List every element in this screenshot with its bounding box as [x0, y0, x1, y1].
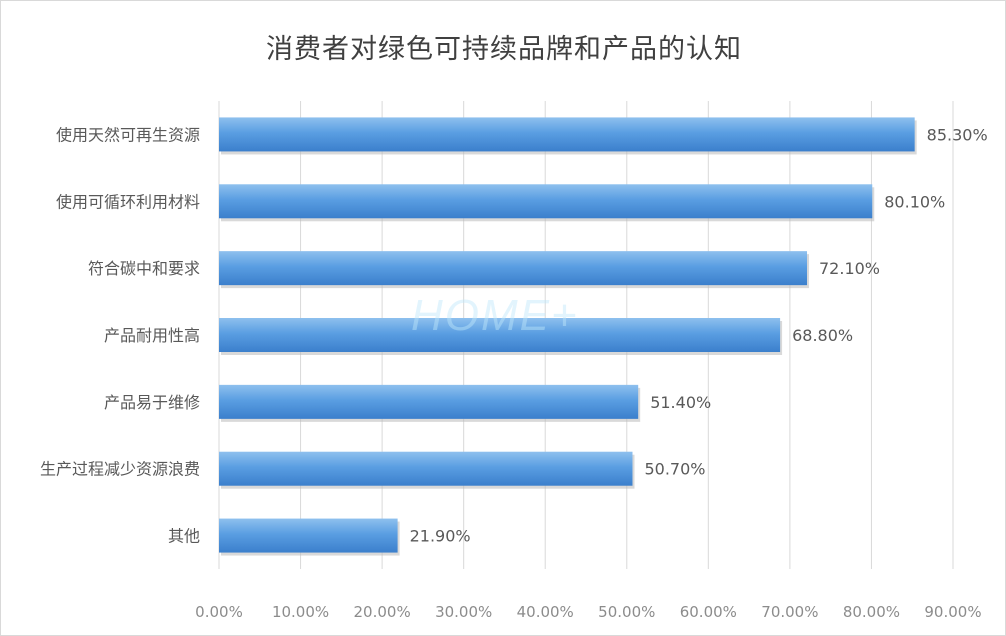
bar — [219, 184, 873, 219]
category-label: 符合碳中和要求 — [88, 259, 200, 278]
category-label: 其他 — [168, 527, 200, 546]
x-tick-label: 30.00% — [435, 603, 492, 621]
category-label: 生产过程减少资源浪费 — [40, 460, 200, 479]
bar — [219, 384, 639, 419]
chart-title: 消费者对绿色可持续品牌和产品的认知 — [266, 34, 742, 65]
data-label: 21.90% — [410, 527, 471, 546]
data-label: 50.70% — [644, 460, 705, 479]
data-label: 80.10% — [884, 192, 945, 211]
x-tick-label: 0.00% — [195, 603, 243, 621]
bar — [219, 451, 633, 486]
data-label: 51.40% — [650, 393, 711, 412]
category-label: 使用可循环利用材料 — [56, 192, 200, 211]
data-label: 72.10% — [819, 259, 880, 278]
x-tick-label: 70.00% — [761, 603, 818, 621]
x-tick-label: 60.00% — [680, 603, 737, 621]
x-tick-label: 20.00% — [354, 603, 411, 621]
bar — [219, 117, 915, 152]
x-tick-label: 40.00% — [517, 603, 574, 621]
bars — [219, 117, 917, 556]
category-label: 使用天然可再生资源 — [56, 125, 200, 144]
x-tick-label: 80.00% — [843, 603, 900, 621]
bar — [219, 518, 398, 553]
category-label: 产品耐用性高 — [104, 326, 200, 345]
labels: 0.00% 10.00% 20.00% 30.00% 40.00% 50.00% 60.00… — [40, 125, 988, 621]
data-label: 68.80% — [792, 326, 853, 345]
category-label: 产品易于维修 — [104, 393, 200, 412]
watermark-logo: HOME+ — [411, 291, 579, 340]
x-tick-label: 10.00% — [272, 603, 329, 621]
bar — [219, 318, 781, 352]
bar — [219, 251, 808, 286]
data-label: 85.30% — [927, 125, 988, 144]
x-tick-label: 90.00% — [924, 603, 981, 621]
x-tick-label: 50.00% — [598, 603, 655, 621]
